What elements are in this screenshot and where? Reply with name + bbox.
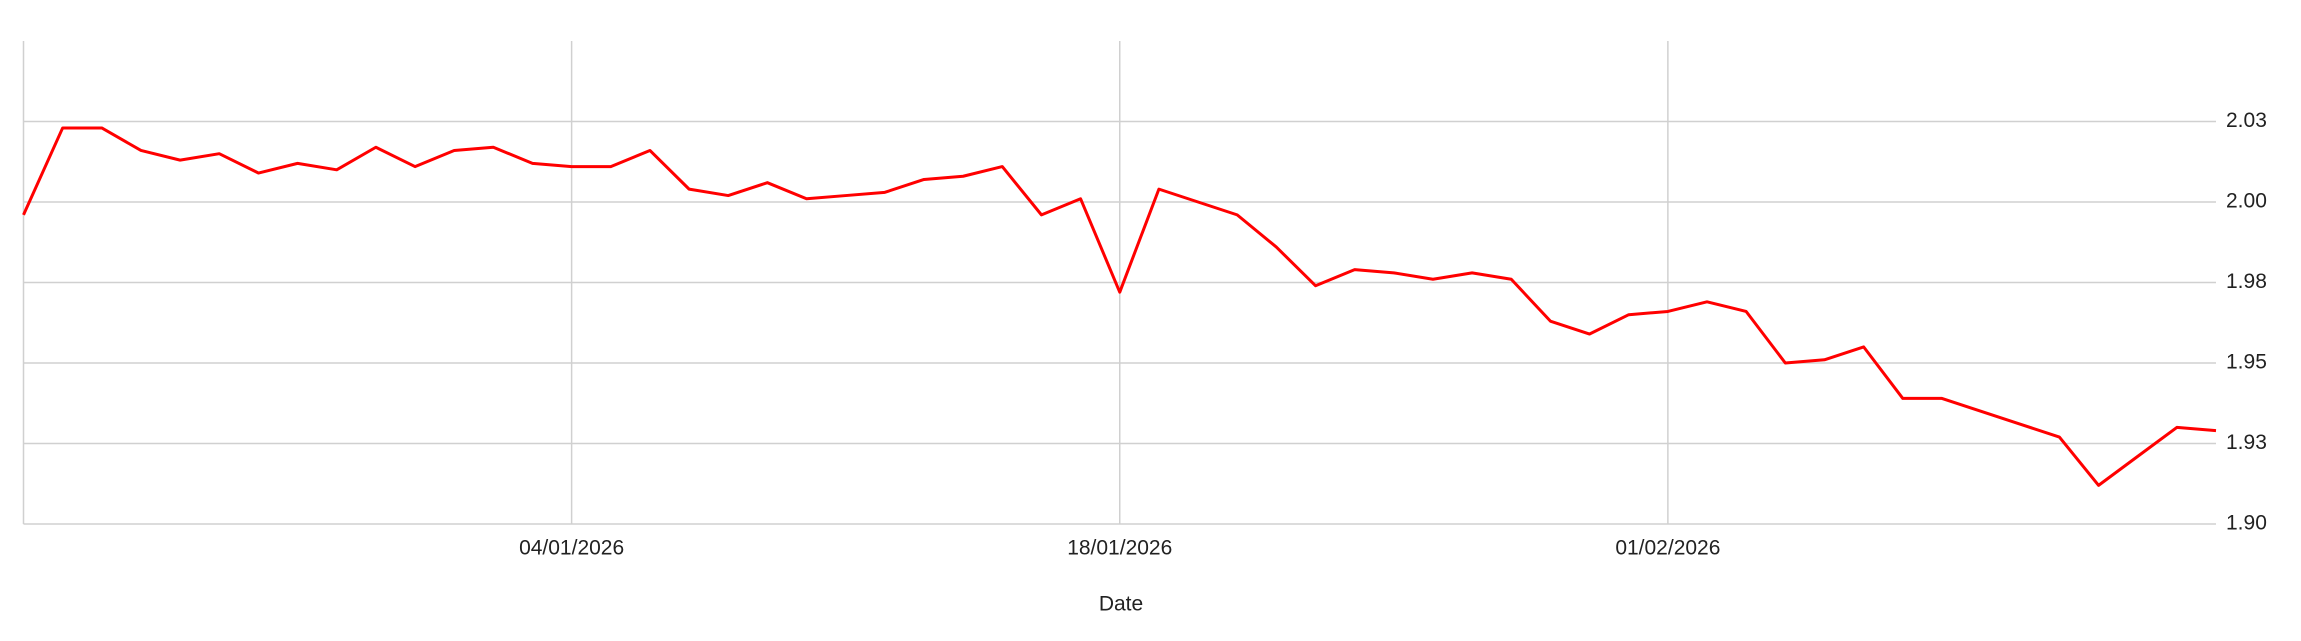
- y-tick-label: 1.98: [2226, 270, 2267, 293]
- y-tick-label: 1.93: [2226, 431, 2267, 454]
- x-tick-label: 01/02/2026: [1615, 537, 1720, 560]
- x-tick-label: 04/01/2026: [519, 537, 624, 560]
- x-axis-label: Date: [1099, 593, 1143, 616]
- y-tick-label: 2.00: [2226, 190, 2267, 213]
- y-tick-label: 1.90: [2226, 512, 2267, 535]
- y-tick-label: 2.03: [2226, 109, 2267, 132]
- data-line: [22, 126, 2217, 487]
- y-tick-label: 1.95: [2226, 351, 2267, 374]
- x-tick-label: 18/01/2026: [1067, 537, 1172, 560]
